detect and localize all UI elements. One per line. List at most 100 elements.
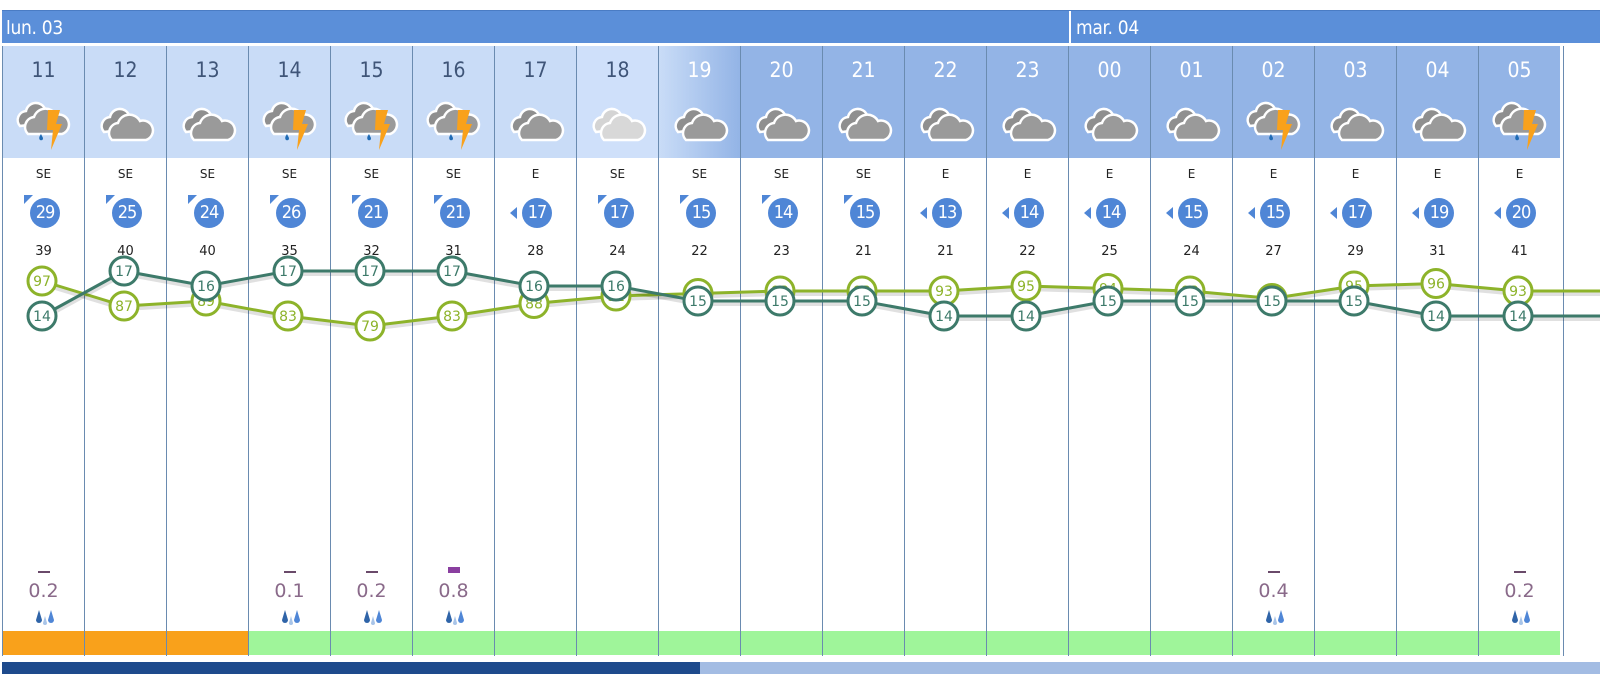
cloudy-icon xyxy=(506,98,566,150)
hour-column[interactable]: 04 E 19 31 xyxy=(1396,46,1478,656)
wind-arrow-icon xyxy=(762,195,771,204)
hour-label: 02 xyxy=(1261,58,1286,82)
hour-label: 16 xyxy=(441,58,466,82)
precip-bar xyxy=(38,571,50,573)
hour-column[interactable]: 11 SE 29 39 0.2 xyxy=(2,46,84,656)
wind-speed-badge: 14 xyxy=(1096,198,1126,228)
wind-direction: E xyxy=(1269,167,1278,181)
hour-column[interactable]: 05 E 20 41 0.2 xyxy=(1478,46,1560,656)
cloudy-icon xyxy=(588,98,648,150)
wind-arrow-icon xyxy=(106,195,115,204)
hour-column[interactable]: 18 SE 17 24 xyxy=(576,46,658,656)
hour-label: 21 xyxy=(851,58,876,82)
risk-band xyxy=(823,631,904,655)
column-divider xyxy=(1563,46,1564,656)
cloudy-icon xyxy=(1408,98,1468,150)
hour-label: 17 xyxy=(523,58,548,82)
hourly-forecast-grid: 11 SE 29 39 0.2 12 SE 25 40 13 SE 24 40 14 SE 26 35… xyxy=(2,46,1600,656)
hour-header xyxy=(1233,46,1314,158)
wind-direction: SE xyxy=(773,167,790,181)
hour-label: 15 xyxy=(359,58,384,82)
wind-gust: 23 xyxy=(773,244,790,259)
wind-direction: E xyxy=(531,167,540,181)
wind-gust: 21 xyxy=(937,244,954,259)
hour-column[interactable]: 14 SE 26 35 0.1 xyxy=(248,46,330,656)
risk-band xyxy=(987,631,1068,655)
wind-speed-badge: 15 xyxy=(1260,198,1290,228)
hour-label: 03 xyxy=(1343,58,1368,82)
risk-band xyxy=(249,631,330,655)
hour-header xyxy=(3,46,84,158)
wind-gust: 24 xyxy=(609,244,626,259)
wind-speed-badge: 15 xyxy=(850,198,880,228)
hour-label: 05 xyxy=(1507,58,1532,82)
hour-label: 11 xyxy=(31,58,56,82)
wind-arrow-icon xyxy=(1248,207,1255,219)
wind-gust: 25 xyxy=(1101,244,1118,259)
risk-band xyxy=(1397,631,1478,655)
hour-column[interactable]: 20 SE 14 23 xyxy=(740,46,822,656)
hour-header xyxy=(331,46,412,158)
cloudy-icon xyxy=(1080,98,1140,150)
thunderstorm-icon xyxy=(14,98,74,150)
wind-arrow-icon xyxy=(844,195,853,204)
hour-column[interactable]: 13 SE 24 40 xyxy=(166,46,248,656)
hour-column[interactable]: 01 E 15 24 xyxy=(1150,46,1232,656)
wind-gust: 40 xyxy=(199,244,216,259)
hour-label: 18 xyxy=(605,58,630,82)
thunderstorm-icon xyxy=(424,98,484,150)
wind-gust: 32 xyxy=(363,244,380,259)
wind-direction: E xyxy=(1105,167,1114,181)
hour-label: 22 xyxy=(933,58,958,82)
wind-arrow-icon xyxy=(1166,207,1173,219)
risk-band xyxy=(1069,631,1150,655)
hour-column[interactable]: 02 E 15 27 0.4 xyxy=(1232,46,1314,656)
thunderstorm-icon xyxy=(1490,98,1550,150)
wind-gust: 24 xyxy=(1183,244,1200,259)
wind-speed-badge: 17 xyxy=(522,198,552,228)
hour-column[interactable]: 16 SE 21 31 0.8 xyxy=(412,46,494,656)
hour-column[interactable]: 03 E 17 29 xyxy=(1314,46,1396,656)
hour-column[interactable]: 22 E 13 21 xyxy=(904,46,986,656)
precip-amount: 0.2 xyxy=(28,580,59,602)
hour-column[interactable]: 15 SE 21 32 0.2 xyxy=(330,46,412,656)
wind-arrow-icon xyxy=(24,195,33,204)
precip-amount: 0.8 xyxy=(438,580,469,602)
hour-label: 20 xyxy=(769,58,794,82)
wind-arrow-icon xyxy=(270,195,279,204)
wind-speed-badge: 25 xyxy=(112,198,142,228)
cloudy-icon xyxy=(1326,98,1386,150)
wind-gust: 35 xyxy=(281,244,298,259)
thunderstorm-icon xyxy=(342,98,402,150)
hour-column[interactable]: 17 E 17 28 xyxy=(494,46,576,656)
precip-amount: 0.2 xyxy=(356,580,387,602)
cloudy-icon xyxy=(752,98,812,150)
wind-arrow-icon xyxy=(920,207,927,219)
hour-column[interactable]: 12 SE 25 40 xyxy=(84,46,166,656)
precip-amount: 0.2 xyxy=(1504,580,1535,602)
hour-label: 23 xyxy=(1015,58,1040,82)
wind-direction: E xyxy=(941,167,950,181)
wind-direction: E xyxy=(1515,167,1524,181)
wind-direction: E xyxy=(1433,167,1442,181)
rain-drops-icon xyxy=(443,608,467,626)
wind-speed-badge: 14 xyxy=(1014,198,1044,228)
wind-gust: 31 xyxy=(1429,244,1446,259)
precip-bar xyxy=(1514,571,1526,573)
wind-speed-badge: 13 xyxy=(932,198,962,228)
hour-column[interactable]: 00 E 14 25 xyxy=(1068,46,1150,656)
hour-column[interactable]: 19 SE 15 22 xyxy=(658,46,740,656)
wind-speed-badge: 15 xyxy=(1178,198,1208,228)
cloudy-icon xyxy=(96,98,156,150)
hour-column[interactable]: 21 SE 15 21 xyxy=(822,46,904,656)
risk-band xyxy=(1315,631,1396,655)
thunderstorm-icon xyxy=(1244,98,1304,150)
scrollbar-thumb[interactable] xyxy=(2,662,700,674)
wind-gust: 27 xyxy=(1265,244,1282,259)
horizontal-scrollbar[interactable] xyxy=(2,662,1600,674)
precip-amount: 0.4 xyxy=(1258,580,1289,602)
rain-drops-icon xyxy=(1263,608,1287,626)
hour-column[interactable]: 23 E 14 22 xyxy=(986,46,1068,656)
wind-direction: SE xyxy=(609,167,626,181)
risk-band xyxy=(659,631,740,655)
